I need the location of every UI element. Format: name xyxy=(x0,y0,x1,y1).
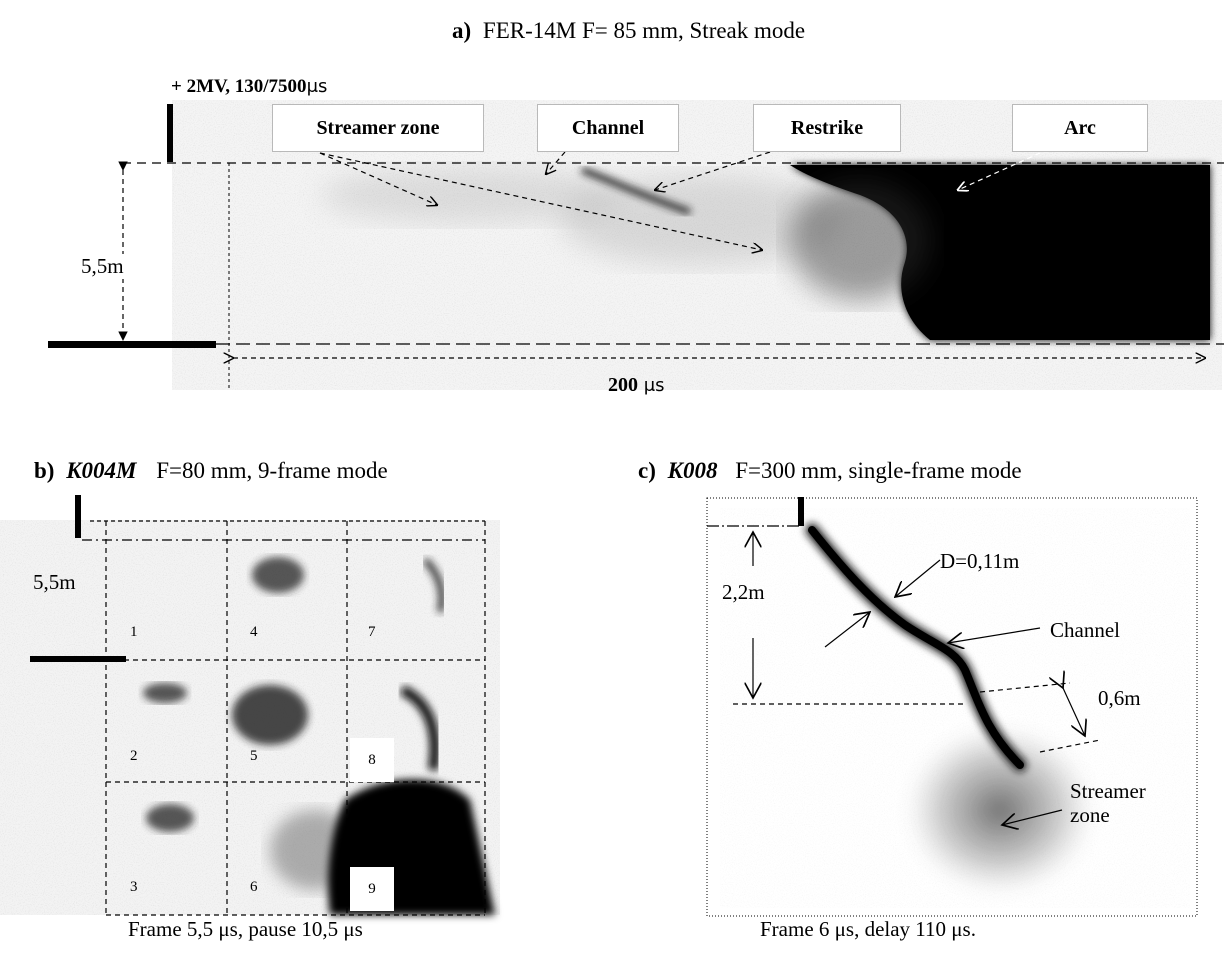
frame-number: 5 xyxy=(250,748,258,764)
panel-c-frame-image xyxy=(706,497,1198,917)
panel-b-gap-length: 5,5m xyxy=(33,570,76,594)
panel-a-time-axis-label: 200 μs xyxy=(608,374,665,397)
panel-c-caption: Frame 6 μs, delay 110 μs. xyxy=(760,917,976,941)
frame-number: 7 xyxy=(368,624,376,640)
panel-c-diameter-label: D=0,11m xyxy=(940,549,1020,573)
panel-b-letter: b) xyxy=(34,458,55,483)
frame-number: 9 xyxy=(350,867,394,911)
panel-a-title-text: FER-14M F= 85 mm, Streak mode xyxy=(482,18,806,43)
arc-callout: Arc xyxy=(1012,104,1148,152)
panel-b-title: b) K004M F=80 mm, 9-frame mode xyxy=(34,458,388,484)
panel-a-letter: a) xyxy=(452,18,472,43)
panel-a-guides xyxy=(48,104,1224,390)
panel-c-streamer-label: Streamer xyxy=(1070,779,1146,803)
voltage-unit: μs xyxy=(306,76,328,97)
high-voltage-electrode xyxy=(167,104,173,162)
panel-a-gap-length: 5,5m xyxy=(81,254,124,279)
panel-c-zone-label: zone xyxy=(1070,803,1110,827)
panel-c-settings: F=300 mm, single-frame mode xyxy=(735,458,1022,483)
panel-c-annotations xyxy=(707,497,1101,825)
frame-number: 8 xyxy=(350,738,394,782)
panel-b-camera: K004M xyxy=(66,458,137,483)
restrike-callout: Restrike xyxy=(753,104,901,152)
frame-number: 2 xyxy=(130,748,138,764)
panel-c-segment-label: 0,6m xyxy=(1098,686,1141,710)
panel-a-callout-arrows xyxy=(319,151,1041,250)
panel-b-settings: F=80 mm, 9-frame mode xyxy=(156,458,388,483)
panel-c-letter: c) xyxy=(638,458,656,483)
frame-number: 4 xyxy=(250,624,258,640)
time-unit: μs xyxy=(638,375,665,396)
panel-b-grid xyxy=(30,495,486,916)
high-voltage-electrode xyxy=(798,497,804,526)
ground-plane xyxy=(30,656,126,662)
ground-plane xyxy=(48,341,216,348)
panel-b-caption: Frame 5,5 μs, pause 10,5 μs xyxy=(128,917,363,941)
panel-c-camera: K008 xyxy=(667,458,718,483)
frame-number: 6 xyxy=(250,879,258,895)
streamer-zone-callout: Streamer zone xyxy=(272,104,484,152)
frame-number: 3 xyxy=(130,879,138,895)
high-voltage-electrode xyxy=(75,495,81,538)
voltage-text: + 2MV, 130/7500 xyxy=(171,76,307,97)
channel-callout: Channel xyxy=(537,104,679,152)
panel-a-voltage-label: + 2MV, 130/7500μs xyxy=(171,76,327,98)
time-value: 200 xyxy=(608,374,638,396)
panel-b-frame-image xyxy=(0,520,500,915)
panel-c-channel-label: Channel xyxy=(1050,618,1120,642)
panel-c-length-label: 2,2m xyxy=(722,580,765,604)
panel-c-title: c) K008 F=300 mm, single-frame mode xyxy=(638,458,1022,484)
panel-a-title: a) FER-14M F= 85 mm, Streak mode xyxy=(452,18,805,44)
frame-number: 1 xyxy=(130,624,138,640)
